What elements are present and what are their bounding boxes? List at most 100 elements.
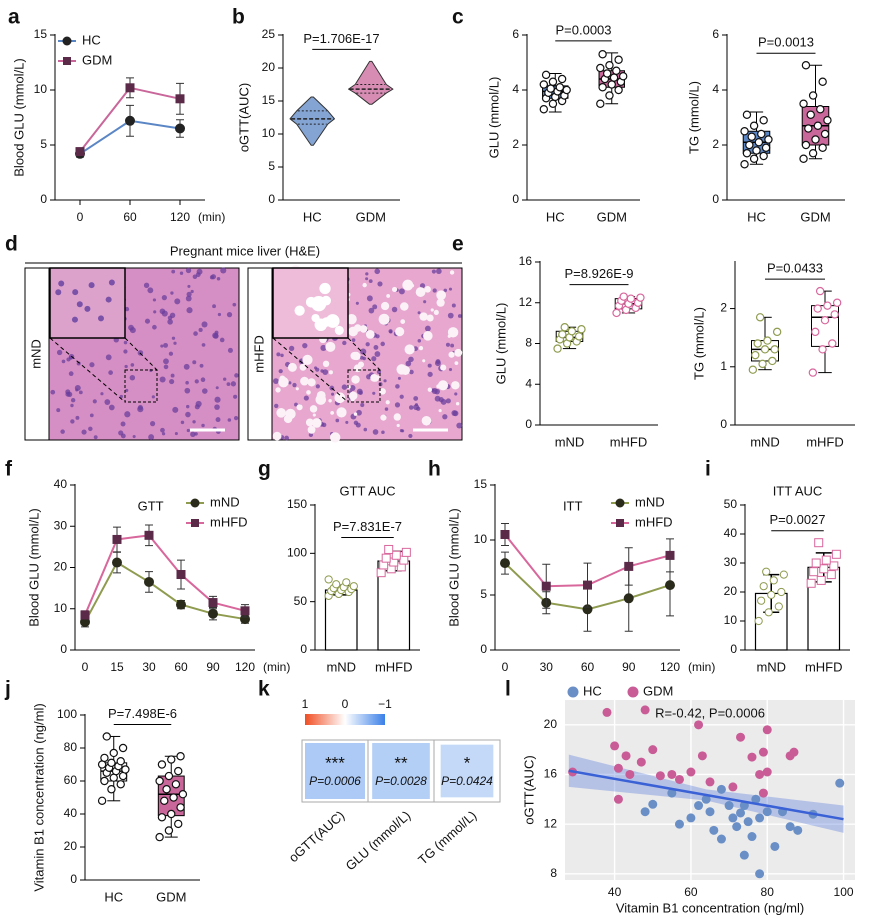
data-point <box>774 602 783 611</box>
lipid-droplet <box>404 344 415 355</box>
y-axis-label: Blood GLU (mmol/L) <box>11 58 26 176</box>
data-point <box>728 813 738 823</box>
nucleus <box>377 281 383 287</box>
nucleus <box>273 378 279 385</box>
data-point <box>609 73 619 82</box>
nucleus <box>342 340 347 346</box>
lipid-droplet <box>454 361 459 366</box>
label-strip <box>24 267 50 441</box>
y-tick-label: 2 <box>712 137 719 151</box>
data-point <box>832 298 842 307</box>
x-tick-label: mND <box>326 659 356 674</box>
y-tick-label: 0 <box>720 417 727 431</box>
y-axis-label: TG (mmol/L) <box>686 81 701 154</box>
image-title: Pregnant mice liver (H&E) <box>170 243 320 258</box>
y-axis-label: Blood GLU (mmol/L) <box>26 508 41 626</box>
lipid-droplet <box>402 279 414 291</box>
x-axis-label: Vitamin B1 concentration (ng/ml) <box>616 900 804 915</box>
data-point <box>667 788 677 798</box>
nucleus <box>227 347 233 353</box>
nucleus <box>61 359 66 364</box>
nucleus <box>394 402 401 408</box>
nucleus <box>372 304 378 310</box>
data-point <box>174 819 183 829</box>
nucleus <box>100 392 104 396</box>
nucleus <box>123 349 128 354</box>
lipid-droplet <box>353 412 358 416</box>
nucleus <box>153 310 157 314</box>
data-point <box>686 813 696 823</box>
x-tick-label: 15 <box>110 660 124 674</box>
nucleus <box>424 325 431 332</box>
nucleus <box>93 435 98 440</box>
nucleus <box>172 406 179 413</box>
data-point <box>751 794 761 804</box>
zoom-box <box>347 369 381 403</box>
x-tick-label: mHFD <box>805 659 843 674</box>
nucleus <box>434 395 441 402</box>
group-label: mHFD <box>251 335 266 373</box>
data-point <box>811 327 820 337</box>
x-tick-label: HC <box>303 209 322 224</box>
nucleus <box>431 269 436 274</box>
nucleus <box>78 390 83 395</box>
panel-letter: d <box>5 233 18 256</box>
data-point <box>740 160 749 169</box>
lipid-droplet <box>386 294 391 298</box>
data-point <box>667 769 677 779</box>
y-tick-label: 4 <box>525 376 532 390</box>
data-point <box>755 813 765 823</box>
inset-nucleus <box>84 305 91 312</box>
x-tick-label: GDM <box>156 889 186 904</box>
y-tick-label: 5 <box>40 137 47 151</box>
lipid-droplet <box>449 270 455 275</box>
data-point <box>167 809 176 819</box>
nucleus <box>148 434 155 441</box>
data-point <box>759 582 768 591</box>
data-point <box>118 743 128 753</box>
data-point <box>623 593 634 604</box>
y-tick-label: 50 <box>724 497 738 511</box>
series-line <box>84 534 246 616</box>
nucleus <box>233 416 239 421</box>
data-point <box>828 339 837 348</box>
x-tick-label: 0 <box>502 660 509 674</box>
lipid-droplet <box>329 432 341 443</box>
data-point <box>808 368 818 377</box>
lipid-droplet <box>295 387 299 391</box>
inset-nucleus <box>97 315 104 322</box>
x-tick-label: 30 <box>540 660 554 674</box>
plot-background <box>565 700 855 880</box>
lipid-droplet <box>410 283 415 288</box>
data-point <box>596 63 605 73</box>
panel-letter: h <box>428 458 441 481</box>
data-point <box>811 135 820 144</box>
lipid-droplet <box>362 282 367 288</box>
legend-marker <box>62 36 72 46</box>
data-point <box>240 606 250 616</box>
nucleus <box>163 358 169 365</box>
data-point <box>125 115 135 126</box>
lipid-droplet <box>302 354 313 365</box>
data-point <box>728 782 738 792</box>
data-point <box>612 66 621 75</box>
x-tick-label: 0 <box>82 660 89 674</box>
data-point <box>724 801 734 811</box>
nucleus <box>105 354 112 361</box>
nucleus <box>144 318 151 324</box>
y-tick-label: 5 <box>268 159 275 173</box>
data-point <box>157 813 167 822</box>
panel-letter: a <box>8 6 20 29</box>
data-point <box>167 755 176 764</box>
nucleus <box>152 324 157 330</box>
nucleus <box>92 399 97 404</box>
lipid-droplet <box>451 381 460 390</box>
data-point <box>793 825 803 835</box>
nucleus <box>170 291 174 295</box>
x-tick-label: 120 <box>235 660 255 674</box>
legend-marker <box>63 57 71 65</box>
lipid-droplet <box>365 329 375 339</box>
nucleus <box>372 429 379 435</box>
nucleus <box>215 386 219 390</box>
